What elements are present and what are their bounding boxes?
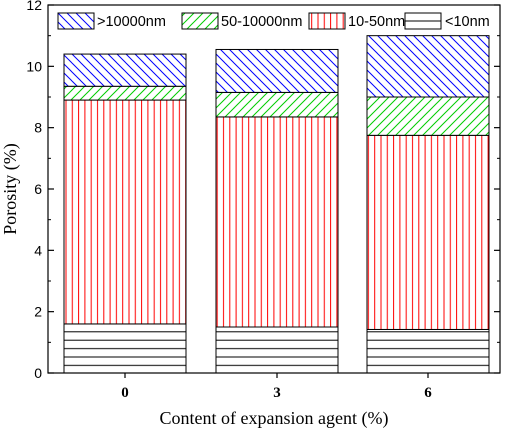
bar-segment-6-vertical [366,134,490,330]
y-tick-label: 12 [26,0,42,13]
legend-swatch [404,12,442,30]
bar-segment-3-horizontal [215,326,339,374]
legend-swatch [57,12,95,30]
y-axis: 0 2 4 6 8 10 12 [26,0,500,381]
legend-swatch [181,12,219,30]
legend-label: 50-10000nm [221,14,302,30]
bar-segment-6-back-diagonal [366,35,490,98]
x-axis: 0 3 6 [121,373,432,401]
legend-item: >10000nm [57,12,166,30]
y-tick-label: 4 [34,242,42,258]
bar-segment-6-horizontal [366,328,490,374]
x-tick-label: 6 [424,385,432,401]
bar-segment-3-back-diagonal [215,48,339,93]
bar-segment-6-forward-diagonal [366,96,490,136]
y-tick-label: 10 [26,58,42,74]
bar-segment-0-vertical [63,99,187,325]
y-tick-label: 6 [34,181,42,197]
x-tick-label: 0 [121,385,129,401]
bar-segment-0-back-diagonal [63,53,187,87]
y-tick-label: 2 [34,304,42,320]
bar-stack-0 [63,53,187,374]
legend-swatch [308,12,346,30]
y-axis-title: Porosity (%) [0,143,21,235]
legend-label: <10nm [445,14,490,30]
bar-segment-3-forward-diagonal [215,91,339,118]
bar-segment-3-vertical [215,116,339,328]
legend-item: 10-50nm [308,12,405,30]
y-tick-label: 0 [34,365,42,381]
bar-segment-0-horizontal [63,323,187,374]
legend-item: 50-10000nm [181,12,302,30]
bar-segment-0-forward-diagonal [63,85,187,101]
legend: >10000nm 50-10000nm 10-50nm <10nm [57,12,490,30]
legend-label: >10000nm [97,14,166,30]
bar-stack-6 [366,35,490,374]
legend-item: <10nm [404,12,490,30]
legend-label: 10-50nm [348,14,405,30]
bar-stack-3 [215,48,339,374]
x-tick-label: 3 [273,385,281,401]
y-tick-label: 8 [34,120,42,136]
x-axis-title: Content of expansion agent (%) [160,408,389,429]
bars-layer [63,35,490,374]
